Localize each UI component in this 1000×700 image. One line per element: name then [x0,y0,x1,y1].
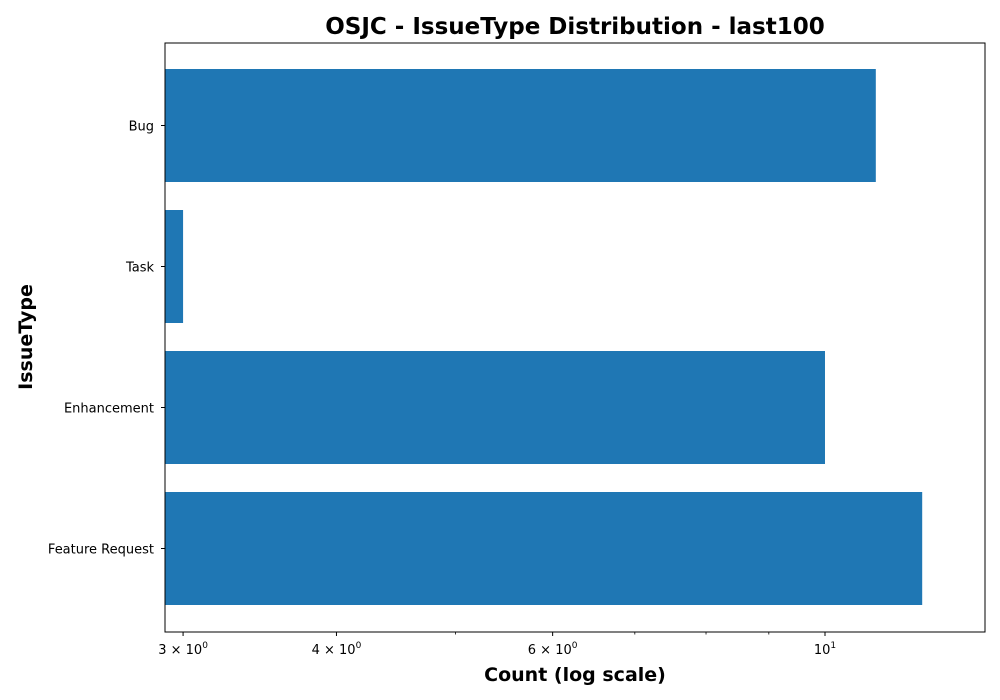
x-tick-label: 3 × 100 [158,641,208,658]
bar-feature-request [165,492,923,605]
x-axis-label: Count (log scale) [484,664,666,686]
bars [165,69,923,605]
x-tick-base: 4 [312,643,320,658]
x-tick-base: 10 [814,643,831,658]
y-axis: Bug Task Enhancement Feature Request [48,120,165,558]
bar-task [165,210,184,323]
x-tick-label: 6 × 100 [528,641,578,658]
x-tick-exponent: 1 [830,641,836,651]
x-tick-times: × 10 [536,643,572,658]
x-tick-times: × 10 [166,643,202,658]
x-tick-base: 6 [528,643,536,658]
x-tick-exponent: 0 [572,641,578,651]
x-tick-times: × 10 [320,643,356,658]
bar-bug [165,69,876,182]
x-tick-exponent: 0 [202,641,208,651]
y-tick-label: Feature Request [48,543,154,558]
x-tick-label: 101 [814,641,836,658]
bar-enhancement [165,351,825,464]
x-tick-label: 4 × 100 [312,641,362,658]
x-axis: 3 × 100 4 × 100 6 × 100 101 [158,632,836,658]
x-tick-base: 3 [158,643,166,658]
y-tick-label: Bug [129,120,154,135]
plot-frame [164,42,986,633]
x-tick-exponent: 0 [356,641,362,651]
chart-title: OSJC - IssueType Distribution - last100 [325,14,825,40]
y-axis-label: IssueType [15,284,37,390]
y-tick-label: Task [125,261,155,276]
y-tick-label: Enhancement [64,402,154,417]
